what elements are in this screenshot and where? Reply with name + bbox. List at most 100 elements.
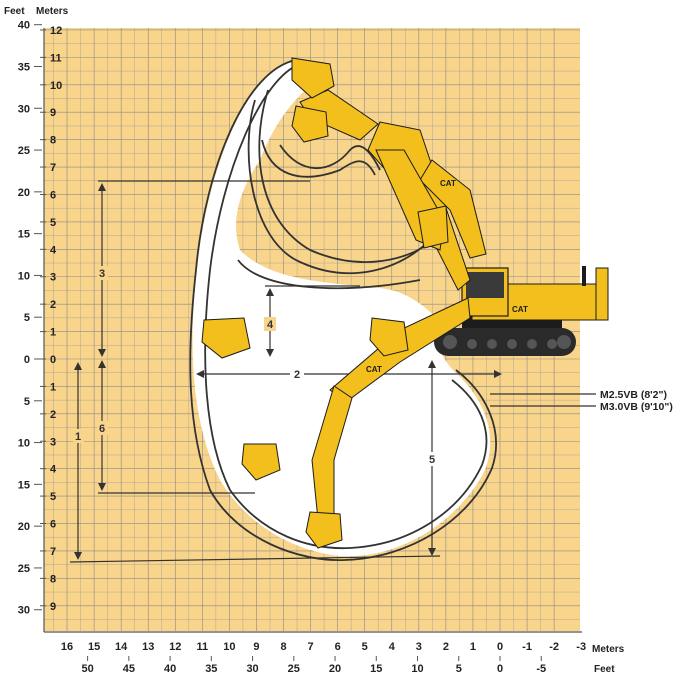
bucket-near — [369, 317, 409, 357]
legend-boom-short: M2.5VB (8'2") — [600, 389, 667, 401]
dim-4-label: 4 — [267, 319, 274, 331]
bottom-meter-tick-label: 3 — [416, 641, 422, 653]
bucket-mid — [417, 205, 449, 249]
bottom-meter-tick-label: 1 — [470, 641, 476, 653]
bottom-meter-tick-label: 16 — [61, 641, 73, 653]
meter-tick-label: 12 — [50, 25, 62, 37]
track-rollers — [443, 335, 571, 349]
bucket-far-reach — [201, 317, 251, 359]
feet-tick-label: 35 — [18, 61, 30, 73]
counterweight — [595, 267, 609, 321]
bottom-feet-tick-label: 25 — [288, 663, 300, 675]
arrow-2-left — [196, 370, 204, 378]
excavator-body-icon: CAT — [434, 266, 609, 356]
meter-tick-label: 4 — [50, 244, 57, 256]
arrow-2-right — [494, 370, 502, 378]
envelope-outer-curve — [189, 59, 497, 561]
bottom-feet-tick-label: 10 — [411, 663, 423, 675]
bottom-meter-tick-label: 10 — [223, 641, 235, 653]
feet-tick-label: 25 — [18, 145, 30, 157]
meter-tick-label: 7 — [50, 162, 56, 174]
meter-tick-label: 3 — [50, 436, 56, 448]
meter-tick-label: 8 — [50, 135, 56, 147]
arrow-1-bottom — [74, 552, 82, 560]
bottom-feet-tick-label: 15 — [370, 663, 382, 675]
meter-tick-label: 2 — [50, 299, 56, 311]
bottom-feet-tick-label: 30 — [246, 663, 258, 675]
bucket-icon — [291, 57, 335, 99]
bottom-feet-tick-label: 40 — [164, 663, 176, 675]
dim-6-label: 6 — [99, 423, 105, 435]
arrow-4-bottom — [266, 349, 274, 357]
meter-tick-label: 6 — [50, 189, 56, 201]
bottom-meter-tick-label: -1 — [522, 641, 532, 653]
legend-boom-long: M3.0VB (9'10") — [600, 401, 673, 413]
left-feet-title: Feet — [4, 6, 25, 17]
bottom-meter-tick-label: 2 — [443, 641, 449, 653]
arm-reach-arc-2 — [258, 89, 441, 263]
meter-tick-label: 0 — [50, 354, 56, 366]
arrow-1-top — [74, 362, 82, 370]
arrow-6-bottom — [98, 483, 106, 491]
feet-tick-label: 40 — [18, 20, 30, 32]
feet-tick-label: 0 — [24, 354, 30, 366]
meter-tick-label: 7 — [50, 546, 56, 558]
bottom-meter-tick-label: 8 — [280, 641, 286, 653]
bottom-meter-tick-label: 12 — [169, 641, 181, 653]
bottom-feet-tick-labels: 50 45 40 35 30 25 20 15 10 5 0 -5 — [81, 656, 546, 675]
bottom-meter-tick-label: 11 — [197, 641, 209, 653]
exhaust-stack — [582, 266, 586, 286]
bottom-meter-tick-label: 7 — [308, 641, 314, 653]
dim-1-label: 1 — [75, 431, 81, 443]
feet-tick-labels: 40 35 30 25 20 15 10 5 0 5 10 15 20 25 30 — [18, 20, 42, 617]
dim-line-bottom-level — [69, 555, 441, 563]
meter-tick-label: 5 — [50, 217, 56, 229]
boom-arm-icon: CAT — [291, 57, 487, 291]
bucket-lower — [305, 511, 343, 549]
bottom-meter-tick-label: -3 — [576, 641, 586, 653]
arm-reach-arc-3 — [261, 139, 376, 178]
bucket-icon-2 — [291, 105, 329, 143]
meter-tick-label: 1 — [50, 327, 56, 339]
meter-tick-label: 1 — [50, 381, 56, 393]
body-brand-label: CAT — [512, 305, 528, 314]
bottom-feet-tick-label: 0 — [497, 663, 503, 675]
dim-2-label: 2 — [294, 369, 300, 381]
feet-tick-label: 25 — [18, 563, 30, 575]
bottom-meter-tick-label: 6 — [335, 641, 341, 653]
dim-3-label: 3 — [99, 268, 105, 280]
arm-reach-arc-4 — [279, 144, 381, 171]
bottom-feet-tick-label: 35 — [205, 663, 217, 675]
boom-arm-lower: CAT — [201, 297, 471, 549]
meter-tick-label: 9 — [50, 107, 56, 119]
cab-window — [466, 272, 504, 298]
bottom-meter-tick-label: 13 — [142, 641, 154, 653]
arrow-3-bottom — [98, 349, 106, 357]
feet-tick-label: 10 — [18, 270, 30, 282]
dim-6-label-bg — [97, 421, 108, 435]
bottom-meters-title: Meters — [592, 644, 625, 655]
bottom-feet-title: Feet — [594, 664, 615, 675]
arrow-5-bottom — [428, 548, 436, 556]
dimension-arrowheads — [74, 183, 502, 560]
envelope-inner-curve — [204, 63, 488, 550]
arm-reach-arc-1 — [247, 99, 431, 275]
bottom-meter-tick-label: 4 — [389, 641, 396, 653]
excavator-track-icon — [434, 328, 576, 356]
bottom-feet-tick-label: -5 — [536, 663, 546, 675]
feet-tick-label: 5 — [24, 396, 30, 408]
bottom-meter-tick-label: -2 — [549, 641, 559, 653]
arrow-4-top — [266, 288, 274, 296]
feet-tick-label: 30 — [18, 103, 30, 115]
feet-tick-label: 15 — [18, 229, 30, 241]
bottom-feet-tick-label: 5 — [456, 663, 462, 675]
bottom-feet-tick-label: 45 — [123, 663, 135, 675]
bucket-deep — [241, 443, 281, 481]
meter-tick-label: 6 — [50, 519, 56, 531]
meter-tick-label: 10 — [50, 80, 62, 92]
dim-4-label-bg — [264, 317, 276, 331]
meter-tick-label: 11 — [50, 52, 62, 64]
digging-envelope-fill — [192, 62, 491, 557]
